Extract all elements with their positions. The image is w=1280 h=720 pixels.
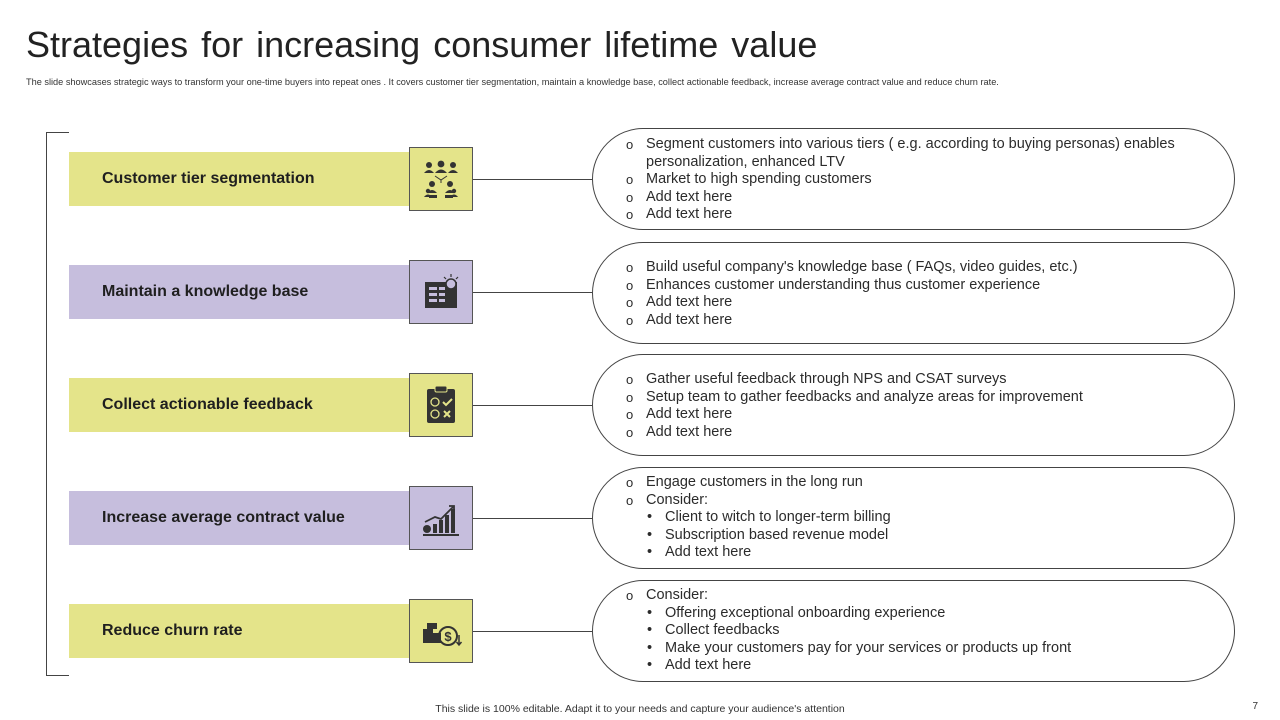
timeline-bracket (46, 132, 69, 676)
list-item: Engage customers in the long run (626, 474, 1204, 492)
svg-text:$: $ (444, 629, 452, 644)
sub-list-item: Collect feedbacks (626, 622, 1204, 640)
strategy-label: Increase average contract value (69, 491, 410, 545)
detail-pill: Gather useful feedback through NPS and C… (592, 354, 1235, 456)
strategy-row: Customer tier segmentation Segment custo… (0, 127, 1280, 231)
list-item: Add text here (626, 189, 1204, 207)
sub-list-item: Offering exceptional onboarding experien… (626, 605, 1204, 623)
list-item: Gather useful feedback through NPS and C… (626, 371, 1204, 389)
sub-list-item: Make your customers pay for your service… (626, 640, 1204, 658)
strategy-row: Maintain a knowledge base Build useful c… (0, 240, 1280, 344)
strategy-label: Collect actionable feedback (69, 378, 410, 432)
feedback-clipboard-icon (409, 373, 473, 437)
strategy-label: Maintain a knowledge base (69, 265, 410, 319)
strategy-row: Increase average contract value Engage c… (0, 466, 1280, 570)
knowledge-base-icon (409, 260, 473, 324)
growth-chart-icon (409, 486, 473, 550)
connector-line (473, 405, 592, 406)
list-item: Add text here (626, 406, 1204, 424)
list-item: Enhances customer understanding thus cus… (626, 277, 1204, 295)
list-item: Add text here (626, 206, 1204, 224)
sub-list-item: Add text here (626, 657, 1204, 675)
list-item: Setup team to gather feedbacks and analy… (626, 389, 1204, 407)
connector-line (473, 292, 592, 293)
detail-pill: Build useful company's knowledge base ( … (592, 242, 1235, 344)
detail-pill: Engage customers in the long run Conside… (592, 467, 1235, 569)
dollar-coins-icon: $ (409, 599, 473, 663)
detail-pill: Segment customers into various tiers ( e… (592, 128, 1235, 230)
strategy-row: Reduce churn rate $ Consider: Offering e… (0, 579, 1280, 683)
list-item: Add text here (626, 424, 1204, 442)
sub-list-item: Subscription based revenue model (626, 527, 1204, 545)
list-item: Build useful company's knowledge base ( … (626, 259, 1204, 277)
page-number: 7 (1252, 701, 1258, 712)
slide-subtitle: The slide showcases strategic ways to tr… (26, 77, 999, 87)
list-item: Segment customers into various tiers ( e… (626, 136, 1204, 171)
people-group-icon (409, 147, 473, 211)
strategy-label: Customer tier segmentation (69, 152, 410, 206)
strategy-label: Reduce churn rate (69, 604, 410, 658)
list-item: Add text here (626, 294, 1204, 312)
list-item: Add text here (626, 312, 1204, 330)
list-item: Market to high spending customers (626, 171, 1204, 189)
sub-list-item: Client to witch to longer-term billing (626, 509, 1204, 527)
connector-line (473, 631, 592, 632)
sub-list-item: Add text here (626, 544, 1204, 562)
list-item: Consider: (626, 587, 1204, 605)
list-item: Consider: (626, 492, 1204, 510)
detail-pill: Consider: Offering exceptional onboardin… (592, 580, 1235, 682)
strategy-row: Collect actionable feedback Gather usefu… (0, 352, 1280, 456)
footer-note: This slide is 100% editable. Adapt it to… (435, 703, 845, 715)
connector-line (473, 179, 592, 180)
slide-title: Strategies for increasing consumer lifet… (26, 24, 818, 65)
connector-line (473, 518, 592, 519)
